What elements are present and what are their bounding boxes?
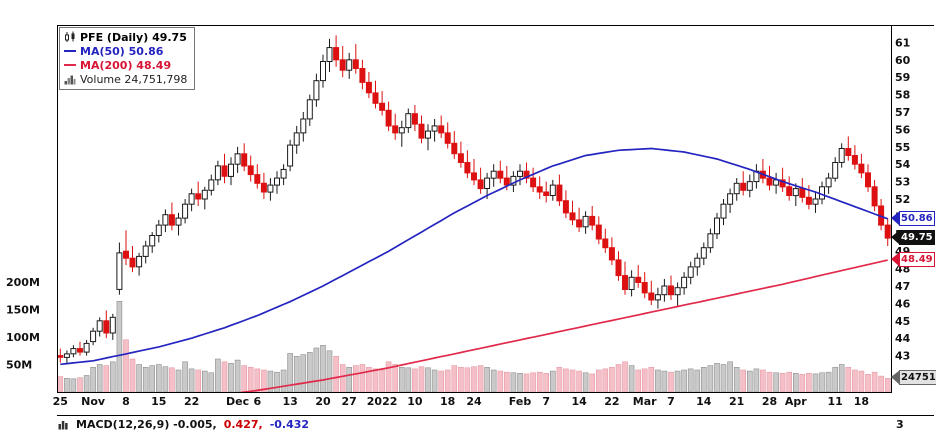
svg-text:28: 28: [762, 395, 777, 408]
svg-text:Nov: Nov: [81, 395, 106, 408]
legend-ma50-row: MA(50) 50.86: [64, 44, 187, 58]
svg-text:27: 27: [342, 395, 357, 408]
ma200-price-tag: 48.49: [891, 252, 935, 268]
chart-legend: PFE (Daily) 49.75 MA(50) 50.86 MA(200) 4…: [59, 27, 196, 90]
svg-text:7: 7: [542, 395, 550, 408]
candlestick-icon: [65, 31, 75, 42]
svg-text:50M: 50M: [6, 359, 32, 372]
svg-text:Mar: Mar: [633, 395, 657, 408]
macd-hist-value: -0.432: [269, 418, 310, 430]
svg-text:100M: 100M: [6, 331, 40, 344]
svg-text:55: 55: [895, 141, 910, 154]
svg-text:Dec: Dec: [226, 395, 249, 408]
svg-text:150M: 150M: [6, 304, 40, 317]
svg-text:14: 14: [696, 395, 712, 408]
svg-text:22: 22: [604, 395, 619, 408]
macd-icon: [58, 421, 68, 430]
svg-text:2022: 2022: [367, 395, 398, 408]
legend-ma200-row: MA(200) 48.49: [64, 58, 187, 72]
svg-text:22: 22: [184, 395, 199, 408]
svg-text:7: 7: [667, 395, 675, 408]
macd-axis-label: 3: [896, 418, 904, 430]
ma50-price-tag: 50.86: [891, 210, 935, 226]
legend-volume-row: Volume 24,751,798: [64, 72, 187, 86]
ma50-label: MA(50) 50.86: [80, 44, 164, 58]
svg-text:6: 6: [253, 395, 261, 408]
macd-legend: MACD(12,26,9) -0.005, 0.427, -0.432: [58, 418, 309, 430]
svg-text:11: 11: [828, 395, 843, 408]
svg-text:56: 56: [895, 123, 911, 136]
ma200-label: MA(200) 48.49: [80, 58, 172, 72]
svg-text:20: 20: [315, 395, 331, 408]
svg-text:Apr: Apr: [785, 395, 807, 408]
svg-text:15: 15: [151, 395, 166, 408]
volume-label: Volume 24,751,798: [80, 72, 188, 86]
svg-text:43: 43: [895, 350, 910, 363]
svg-text:52: 52: [895, 193, 910, 206]
svg-text:24: 24: [466, 395, 482, 408]
svg-text:Feb: Feb: [509, 395, 532, 408]
symbol-title: PFE (Daily) 49.75: [80, 30, 187, 44]
volume-bars-icon: [64, 75, 76, 84]
svg-text:53: 53: [895, 176, 910, 189]
svg-text:57: 57: [895, 106, 910, 119]
svg-text:18: 18: [440, 395, 455, 408]
svg-text:54: 54: [895, 158, 911, 171]
svg-text:14: 14: [571, 395, 587, 408]
macd-signal-value: 0.427,: [223, 418, 263, 430]
svg-text:21: 21: [729, 395, 744, 408]
ma50-line-icon: [64, 50, 76, 52]
svg-text:10: 10: [407, 395, 423, 408]
svg-text:45: 45: [895, 315, 910, 328]
legend-symbol-row: PFE (Daily) 49.75: [64, 30, 187, 44]
svg-text:44: 44: [895, 332, 911, 345]
last-price-tag: 49.75: [891, 230, 935, 246]
svg-text:60: 60: [895, 54, 911, 67]
svg-text:25: 25: [53, 395, 68, 408]
svg-text:59: 59: [895, 71, 910, 84]
svg-text:46: 46: [895, 297, 911, 310]
svg-text:8: 8: [122, 395, 130, 408]
svg-text:47: 47: [895, 280, 910, 293]
ma200-line-icon: [64, 64, 76, 66]
svg-text:58: 58: [895, 89, 910, 102]
svg-text:61: 61: [895, 36, 910, 49]
volume-tag: 24751: [891, 370, 936, 386]
svg-text:13: 13: [282, 395, 297, 408]
svg-text:200M: 200M: [6, 276, 40, 289]
macd-label: MACD(12,26,9) -0.005,: [76, 418, 217, 430]
svg-text:18: 18: [854, 395, 869, 408]
